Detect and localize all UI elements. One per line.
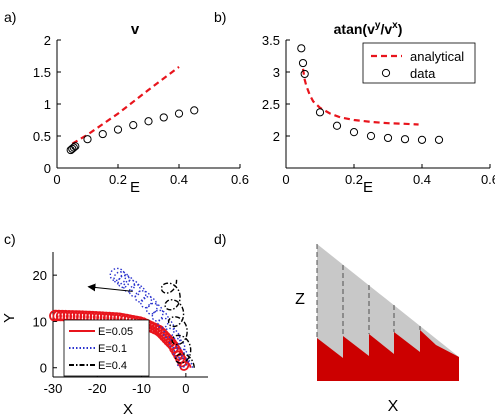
panel-a-data-point: [129, 121, 138, 130]
panel-b-legend-data-label: data: [410, 66, 436, 81]
panel-b-title-sup2: x: [392, 20, 398, 31]
panel-c-y-tick-label: 20: [33, 268, 47, 283]
panel-c-legend-label-e01: E=0.1: [98, 343, 127, 355]
panel-a-x-tick-label: 0.4: [170, 172, 188, 187]
panel-c-x-tick-label: -20: [88, 381, 107, 396]
panel-b-y-tick-label: 2.5: [262, 97, 280, 112]
panel-a-data-point: [144, 117, 153, 126]
panel-d-ylabel: Z: [295, 291, 305, 308]
panel-b-y-tick-label: 2: [273, 129, 280, 144]
panel-d-xlabel: X: [388, 398, 399, 415]
panel-b-title-base: atan(v: [334, 21, 375, 37]
panel-c-y-tick-label: 10: [33, 314, 47, 329]
panel-c-label: c): [4, 231, 16, 247]
panel-a-y-tick-label: 2: [44, 33, 51, 48]
panel-a-x-tick-label: 0.6: [231, 172, 249, 187]
panel-c-x-tick-label: -10: [132, 381, 151, 396]
panel-b-legend-analytical-label: analytical: [410, 49, 464, 64]
panel-a-label: a): [4, 9, 16, 25]
panel-b-data-point: [366, 131, 376, 141]
panel-c-legend-label-e005: E=0.05: [98, 326, 133, 338]
panel-b-y-tick-label: 3: [273, 65, 280, 80]
panel-b-title-mid: /v: [380, 21, 392, 37]
panel-a: a) v 0 0.2 0.4 0.6 0 0.5 1 1.5 2 E: [4, 9, 249, 196]
panel-a-y-tick-label: 0: [44, 161, 51, 176]
panel-a-data-markers: [66, 106, 199, 155]
panel-b-data-markers: [297, 44, 444, 144]
panel-a-analytical-line: [71, 66, 180, 145]
panel-d-label: d): [214, 231, 226, 247]
panel-c-legend-box: [63, 319, 150, 377]
panel-d-red-layer: [317, 330, 459, 381]
panel-b-data-point: [298, 58, 308, 68]
panel-a-data-point: [174, 109, 184, 118]
panel-a-x-tick-label: 0.2: [109, 172, 127, 187]
panel-b-analytical-line: [301, 68, 419, 126]
panel-b-x-tick-label: 0.6: [481, 172, 495, 187]
panel-b-x-tick-label: 0.2: [345, 172, 363, 187]
panel-b-data-point: [300, 69, 309, 79]
panel-a-x-tick-label: 0: [53, 172, 60, 187]
panel-c-legend: E=0.05 E=0.1 E=0.4: [63, 319, 150, 377]
panel-b-legend: analytical data: [362, 42, 476, 84]
panel-a-y-tick-label: 0.5: [33, 129, 51, 144]
panel-b: b) atan(vy/vx) 0 0.2 0.4 0.6 2 2.5 3 3.5 analyt…: [214, 9, 495, 196]
panel-b-data-point: [315, 108, 325, 117]
panel-b-legend-data-swatch: [381, 68, 391, 78]
panel-b-x-tick-label: 0.4: [413, 172, 431, 187]
panel-a-data-point: [69, 143, 78, 152]
panel-c-x-tick-label: 0: [182, 381, 189, 396]
panel-b-title-sup1: y: [375, 20, 381, 31]
panel-c-ylabel: Y: [1, 313, 18, 323]
panel-b-xlabel: E: [363, 179, 373, 196]
panel-c-x-tick-label: -30: [44, 381, 63, 396]
panel-b-data-point: [297, 44, 306, 53]
panel-b-y-tick-label: 3.5: [262, 33, 280, 48]
panel-b-label: b): [214, 9, 226, 25]
panel-b-data-point: [434, 135, 444, 144]
panel-b-data-point: [383, 133, 393, 143]
panel-b-axes: 0 0.2 0.4 0.6 2 2.5 3 3.5: [262, 33, 495, 187]
panel-c-xlabel: X: [123, 401, 133, 417]
panel-a-y-tick-label: 1.5: [33, 65, 51, 80]
panel-a-data-point: [190, 106, 199, 115]
panel-c-legend-label-e04: E=0.4: [98, 360, 127, 372]
panel-c-y-tick-label: 0: [40, 361, 47, 376]
panel-a-title: v: [131, 21, 140, 38]
panel-b-data-point: [349, 128, 359, 137]
panel-b-data-point: [400, 135, 410, 144]
panel-c-trajectory-e01: [109, 267, 194, 369]
panel-b-x-tick-label: 0: [282, 172, 289, 187]
panel-d: d) Z X: [214, 231, 459, 415]
panel-c-arrow: [87, 283, 133, 292]
panel-b-legend-box: [362, 42, 476, 84]
panel-a-data-point: [71, 142, 80, 151]
panel-b-data-point: [417, 135, 427, 144]
panel-a-data-point: [83, 135, 92, 144]
panel-a-xlabel: E: [130, 179, 140, 196]
panel-d-dashed-lines: [316, 244, 421, 338]
panel-c-trajectory-e04: [160, 279, 195, 368]
panel-a-data-point: [113, 125, 123, 134]
panel-b-title-end: ): [398, 21, 403, 37]
panel-a-y-tick-label: 1: [44, 97, 51, 112]
panel-a-axes: 0 0.2 0.4 0.6 0 0.5 1 1.5 2: [33, 33, 249, 187]
panel-a-data-point: [159, 113, 168, 122]
panel-b-title: atan(vy/vx): [334, 20, 403, 37]
panel-a-data-point: [98, 129, 107, 139]
panel-b-data-point: [332, 121, 342, 130]
